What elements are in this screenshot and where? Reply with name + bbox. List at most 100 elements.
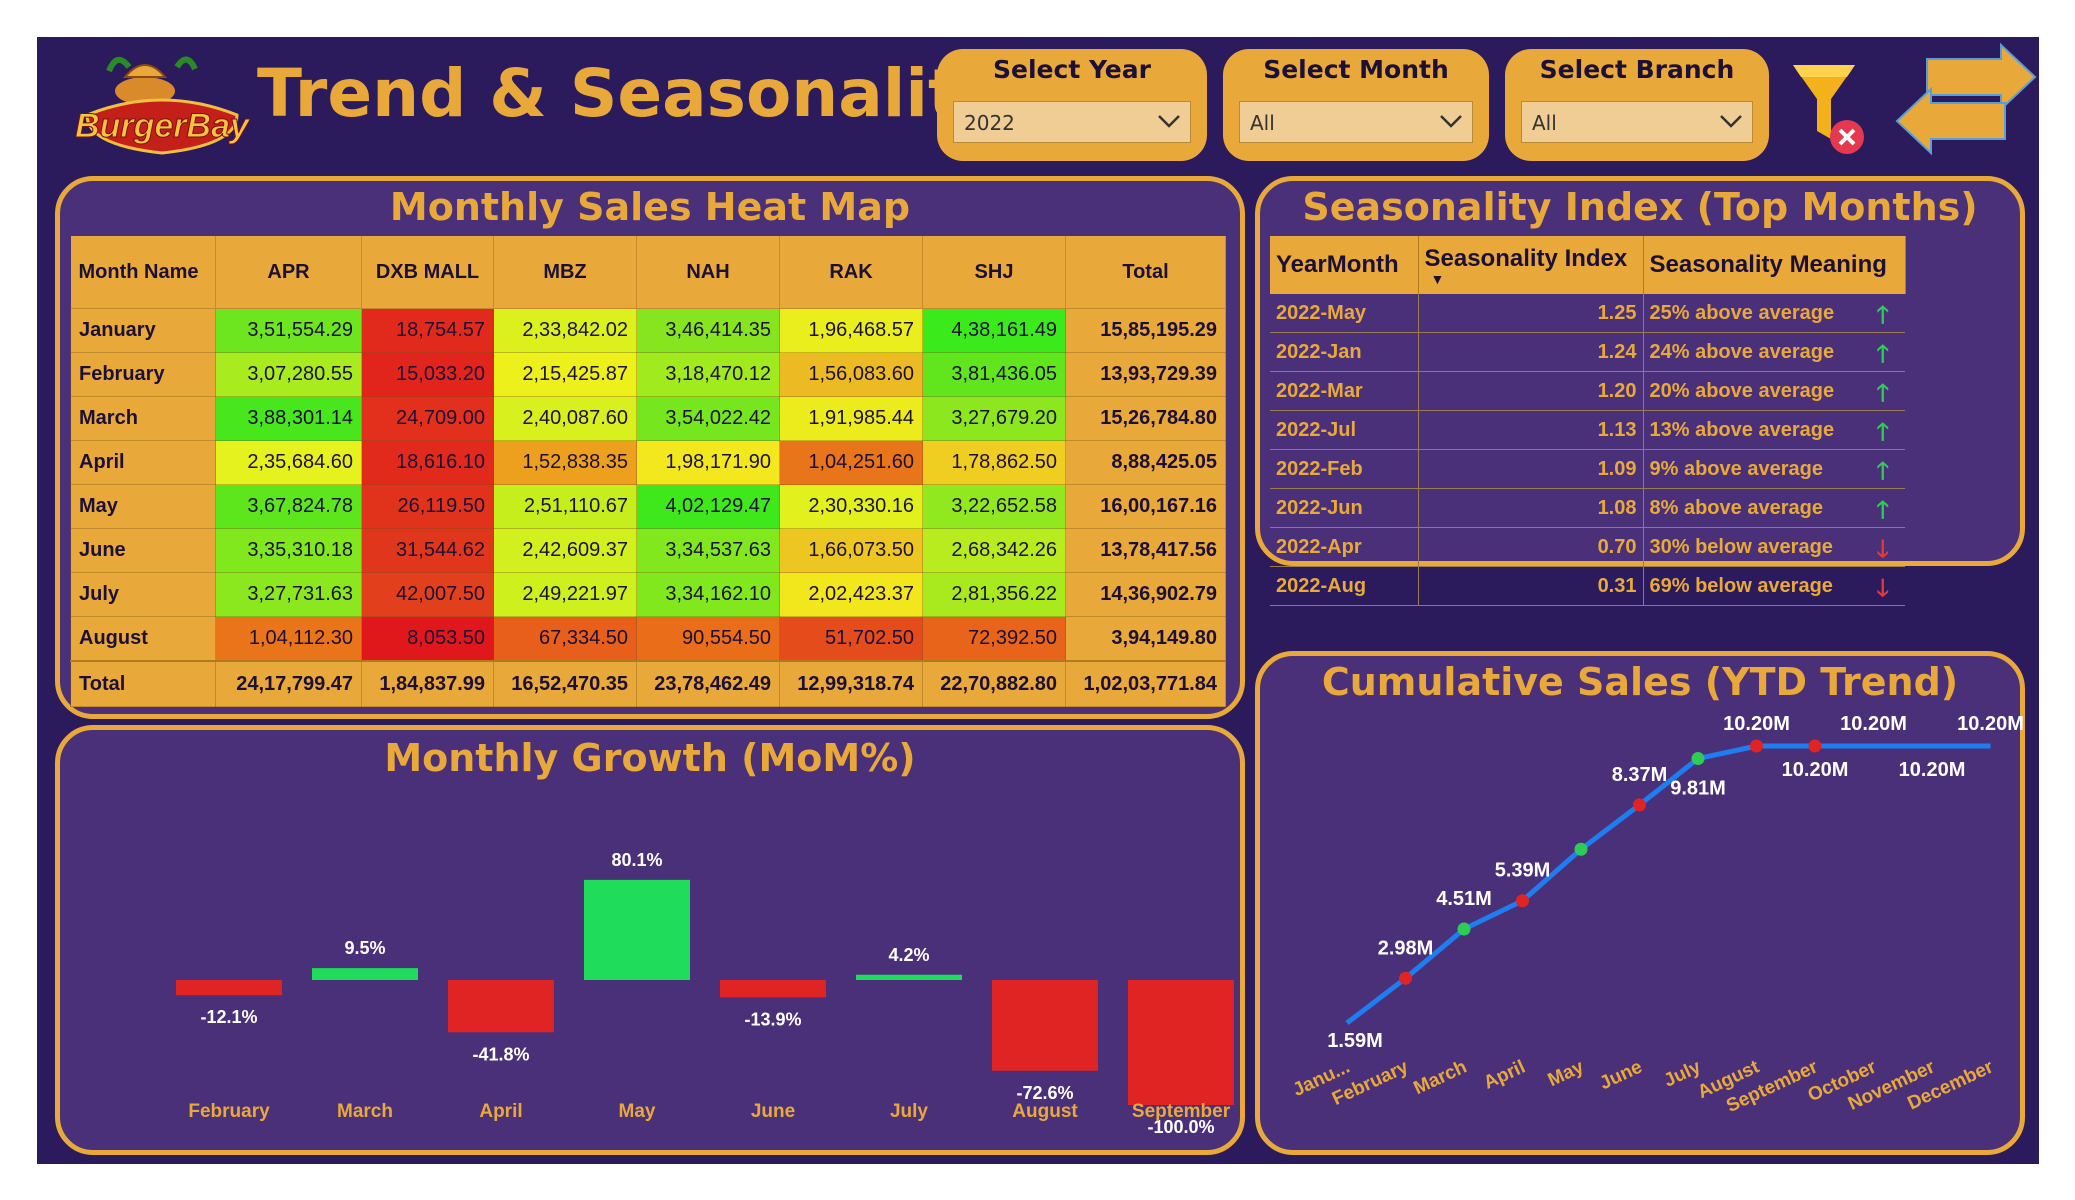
year-slicer[interactable]: Select Year 2022	[937, 49, 1207, 161]
column-total-cell: 23,78,462.49	[636, 660, 780, 707]
meaning-text: 20% above average	[1649, 379, 1835, 402]
cumulative-point[interactable]	[1399, 971, 1412, 985]
yearmonth-cell: 2022-Aug	[1270, 566, 1419, 606]
heatmap-column-header[interactable]: SHJ	[922, 236, 1066, 309]
heatmap-cell: 8,053.50	[361, 616, 494, 662]
meaning-cell: 24% above average 🡑	[1643, 332, 1905, 372]
heatmap-column-header[interactable]: NAH	[636, 236, 780, 309]
month-name-cell: July	[70, 572, 216, 617]
meaning-text: 69% below average	[1649, 574, 1833, 597]
cumulative-panel: Cumulative Sales (YTD Trend)	[1255, 651, 2025, 1155]
growth-x-tick: March	[337, 1101, 393, 1122]
heatmap-cell: 90,554.50	[636, 616, 780, 662]
seasonality-column-header[interactable]: Seasonality Index ▼	[1418, 236, 1644, 294]
cumulative-title: Cumulative Sales (YTD Trend)	[1321, 660, 1959, 704]
row-total-cell: 13,78,417.56	[1065, 528, 1226, 573]
heatmap-row: January 3,51,554.29 18,754.57 2,33,842.02 3,…	[70, 308, 1226, 353]
arrow-up-icon: 🡑	[1876, 458, 1889, 485]
heatmap-cell: 3,51,554.29	[215, 308, 362, 353]
arrow-up-icon: 🡑	[1876, 419, 1889, 446]
month-slicer[interactable]: Select Month All	[1223, 49, 1489, 161]
index-cell: 0.31	[1418, 566, 1644, 606]
heatmap-cell: 1,04,112.30	[215, 616, 362, 662]
cumulative-point[interactable]	[1516, 894, 1529, 908]
growth-x-tick: May	[619, 1101, 656, 1122]
heatmap-cell: 2,51,110.67	[493, 484, 637, 529]
meaning-text: 8% above average	[1649, 496, 1823, 519]
heatmap-column-header[interactable]: RAK	[779, 236, 923, 309]
growth-data-label: 80.1%	[611, 850, 662, 870]
column-total-cell: 16,52,470.35	[493, 660, 637, 707]
growth-bar[interactable]	[312, 968, 418, 980]
heatmap-cell: 1,78,862.50	[922, 440, 1066, 485]
heatmap-cell: 18,616.10	[361, 440, 494, 485]
heatmap-column-header[interactable]: MBZ	[493, 236, 637, 309]
heatmap-table: Month Name APR DXB MALL MBZ NAH RAK SHJ Total J…	[70, 236, 1226, 707]
column-label: Seasonality Index	[1424, 245, 1628, 272]
growth-bar[interactable]	[992, 980, 1098, 1071]
heatmap-cell: 3,27,679.20	[922, 396, 1066, 441]
seasonality-table: YearMonth Seasonality Index ▼ Seasonality M…	[1270, 236, 1906, 606]
heatmap-row: March 3,88,301.14 24,709.00 2,40,087.60 3,54…	[70, 396, 1226, 441]
yearmonth-cell: 2022-Apr	[1270, 527, 1419, 567]
column-label: YearMonth	[1276, 251, 1399, 278]
seasonality-row: 2022-Apr 0.70 30% below average 🡓	[1270, 527, 1905, 567]
year-dropdown[interactable]: 2022	[953, 101, 1191, 143]
seasonality-column-header[interactable]: YearMonth	[1270, 236, 1419, 294]
meaning-cell: 30% below average 🡓	[1643, 527, 1905, 567]
month-dropdown[interactable]: All	[1239, 101, 1473, 143]
seasonality-row: 2022-Aug 0.31 69% below average 🡓	[1270, 566, 1905, 606]
navigate-arrows-icon[interactable]	[1893, 43, 2039, 163]
heatmap-cell: 72,392.50	[922, 616, 1066, 662]
growth-x-tick: April	[479, 1101, 522, 1122]
year-slicer-label: Select Year	[993, 55, 1151, 84]
arrow-up-icon: 🡑	[1876, 302, 1889, 329]
meaning-text: 24% above average	[1649, 340, 1835, 363]
branch-dropdown[interactable]: All	[1521, 101, 1753, 143]
heatmap-cell: 3,67,824.78	[215, 484, 362, 529]
cumulative-point[interactable]	[1808, 739, 1822, 753]
month-value: All	[1250, 111, 1275, 135]
growth-title: Monthly Growth (MoM%)	[384, 736, 916, 780]
heatmap-cell: 51,702.50	[779, 616, 923, 662]
growth-bar[interactable]	[448, 980, 554, 1033]
growth-bar[interactable]	[584, 879, 690, 980]
heatmap-column-header[interactable]: APR	[215, 236, 362, 309]
month-slicer-label: Select Month	[1263, 55, 1449, 84]
cumulative-point[interactable]	[1457, 922, 1471, 936]
column-total-cell: 1,84,837.99	[361, 660, 494, 707]
growth-bar[interactable]	[176, 980, 282, 996]
cumulative-point[interactable]	[1574, 842, 1588, 856]
index-cell: 1.25	[1418, 294, 1644, 333]
cumulative-point[interactable]	[1691, 752, 1705, 766]
cumulative-data-label: 10.20M	[1957, 713, 2024, 735]
heatmap-column-header[interactable]: DXB MALL	[361, 236, 494, 309]
heatmap-column-header[interactable]: Total	[1065, 236, 1226, 309]
index-cell: 1.08	[1418, 488, 1644, 528]
cumulative-x-tick: March	[1411, 1056, 1471, 1099]
branch-slicer[interactable]: Select Branch All	[1505, 49, 1769, 161]
growth-bar[interactable]	[1128, 980, 1234, 1105]
cumulative-point[interactable]	[1633, 798, 1646, 812]
cumulative-point[interactable]	[1750, 739, 1763, 753]
column-total-cell: 24,17,799.47	[215, 660, 362, 707]
growth-bar[interactable]	[856, 974, 962, 980]
heatmap-cell: 1,04,251.60	[779, 440, 923, 485]
heatmap-cell: 3,18,470.12	[636, 352, 780, 397]
heatmap-row: July 3,27,731.63 42,007.50 2,49,221.97 3,34,…	[70, 572, 1226, 617]
meaning-text: 30% below average	[1649, 535, 1833, 558]
seasonality-column-header[interactable]: Seasonality Meaning	[1643, 236, 1906, 294]
heatmap-cell: 2,35,684.60	[215, 440, 362, 485]
yearmonth-cell: 2022-Mar	[1270, 371, 1419, 411]
clear-filter-icon[interactable]	[1789, 59, 1869, 159]
heatmap-total-row: Total 24,17,799.47 1,84,837.99 16,52,470.35…	[70, 660, 1226, 707]
heatmap-column-header[interactable]: Month Name	[70, 236, 216, 309]
meaning-cell: 8% above average 🡑	[1643, 488, 1905, 528]
column-total-cell: 12,99,318.74	[779, 660, 923, 707]
growth-bar[interactable]	[720, 980, 826, 998]
heatmap-cell: 2,49,221.97	[493, 572, 637, 617]
index-cell: 1.20	[1418, 371, 1644, 411]
growth-data-label: -41.8%	[472, 1044, 529, 1064]
chevron-down-icon	[1440, 115, 1462, 128]
